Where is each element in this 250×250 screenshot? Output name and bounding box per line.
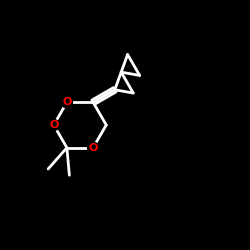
Circle shape [48, 120, 59, 130]
Text: O: O [88, 143, 98, 153]
Circle shape [62, 97, 72, 108]
Circle shape [88, 142, 99, 153]
Text: O: O [62, 97, 72, 107]
Text: O: O [49, 120, 58, 130]
